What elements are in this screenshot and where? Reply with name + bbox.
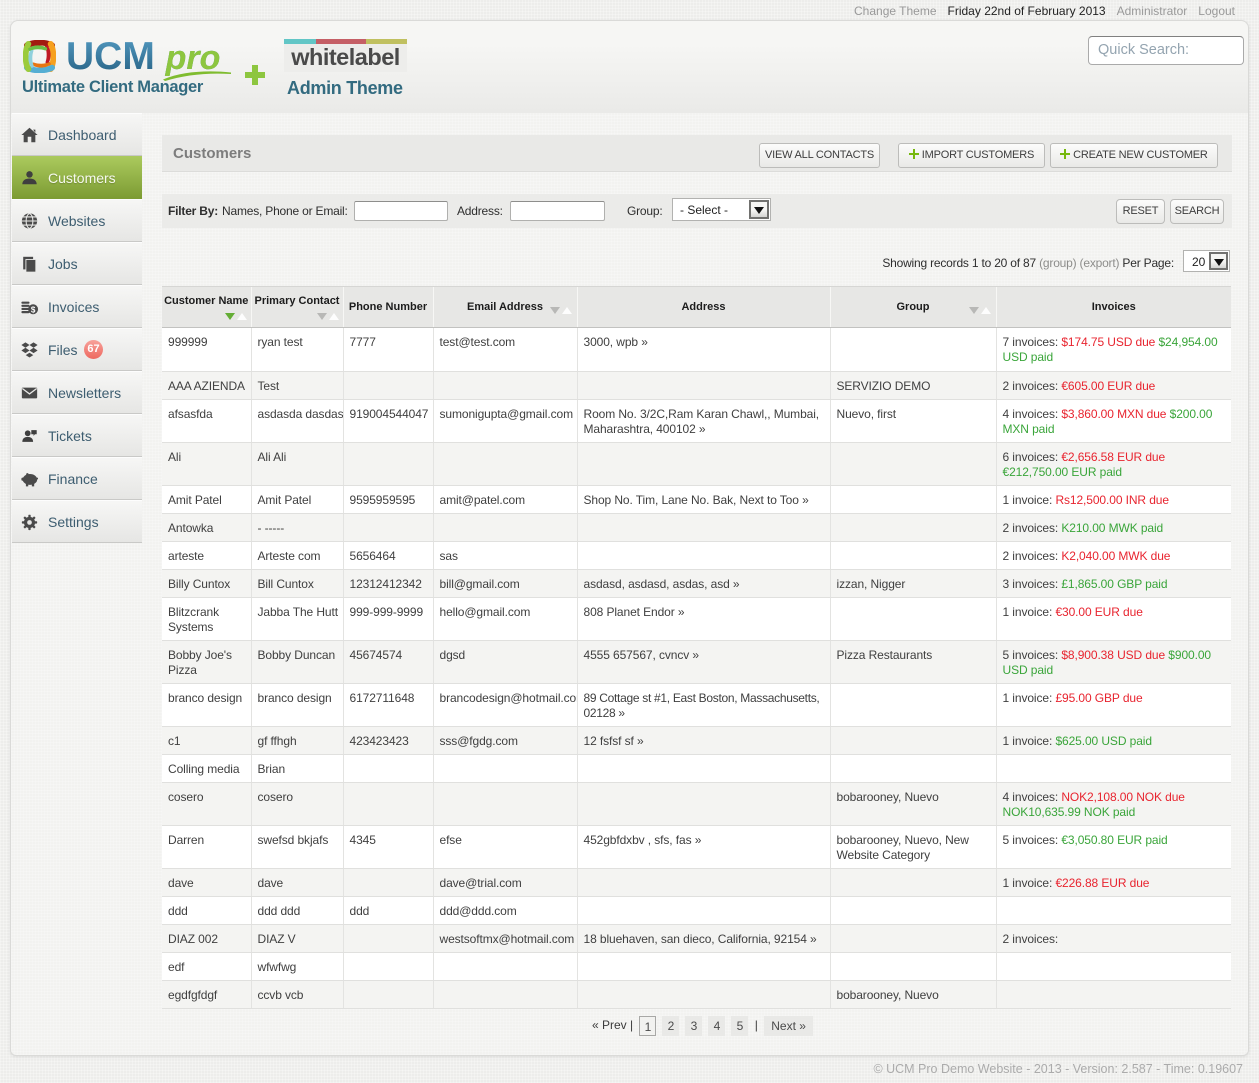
svg-text:$: $ xyxy=(31,305,36,314)
